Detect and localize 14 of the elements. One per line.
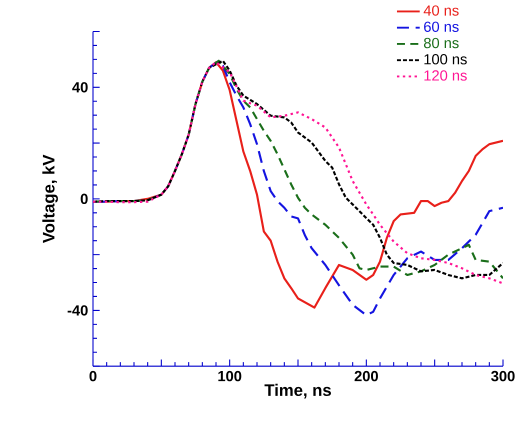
legend-label: 40 ns — [424, 5, 459, 16]
x-tick-label: 300 — [491, 370, 515, 382]
y-tick-label: 0 — [80, 194, 88, 204]
y-tick-label: 40 — [72, 82, 88, 92]
legend-label: 80 ns — [424, 38, 459, 48]
x-tick-label: 200 — [354, 370, 378, 382]
x-tick-label: 0 — [90, 370, 96, 382]
legend-label: 60 ns — [424, 21, 459, 32]
x-tick-label: 100 — [218, 370, 242, 382]
legend-label: 100 ns — [424, 54, 467, 64]
y-axis-title: Voltage, kV — [42, 154, 58, 243]
y-tick-label: -40 — [68, 305, 88, 316]
x-axis-title: Time, ns — [264, 384, 331, 398]
legend-label: 120 ns — [424, 70, 467, 81]
